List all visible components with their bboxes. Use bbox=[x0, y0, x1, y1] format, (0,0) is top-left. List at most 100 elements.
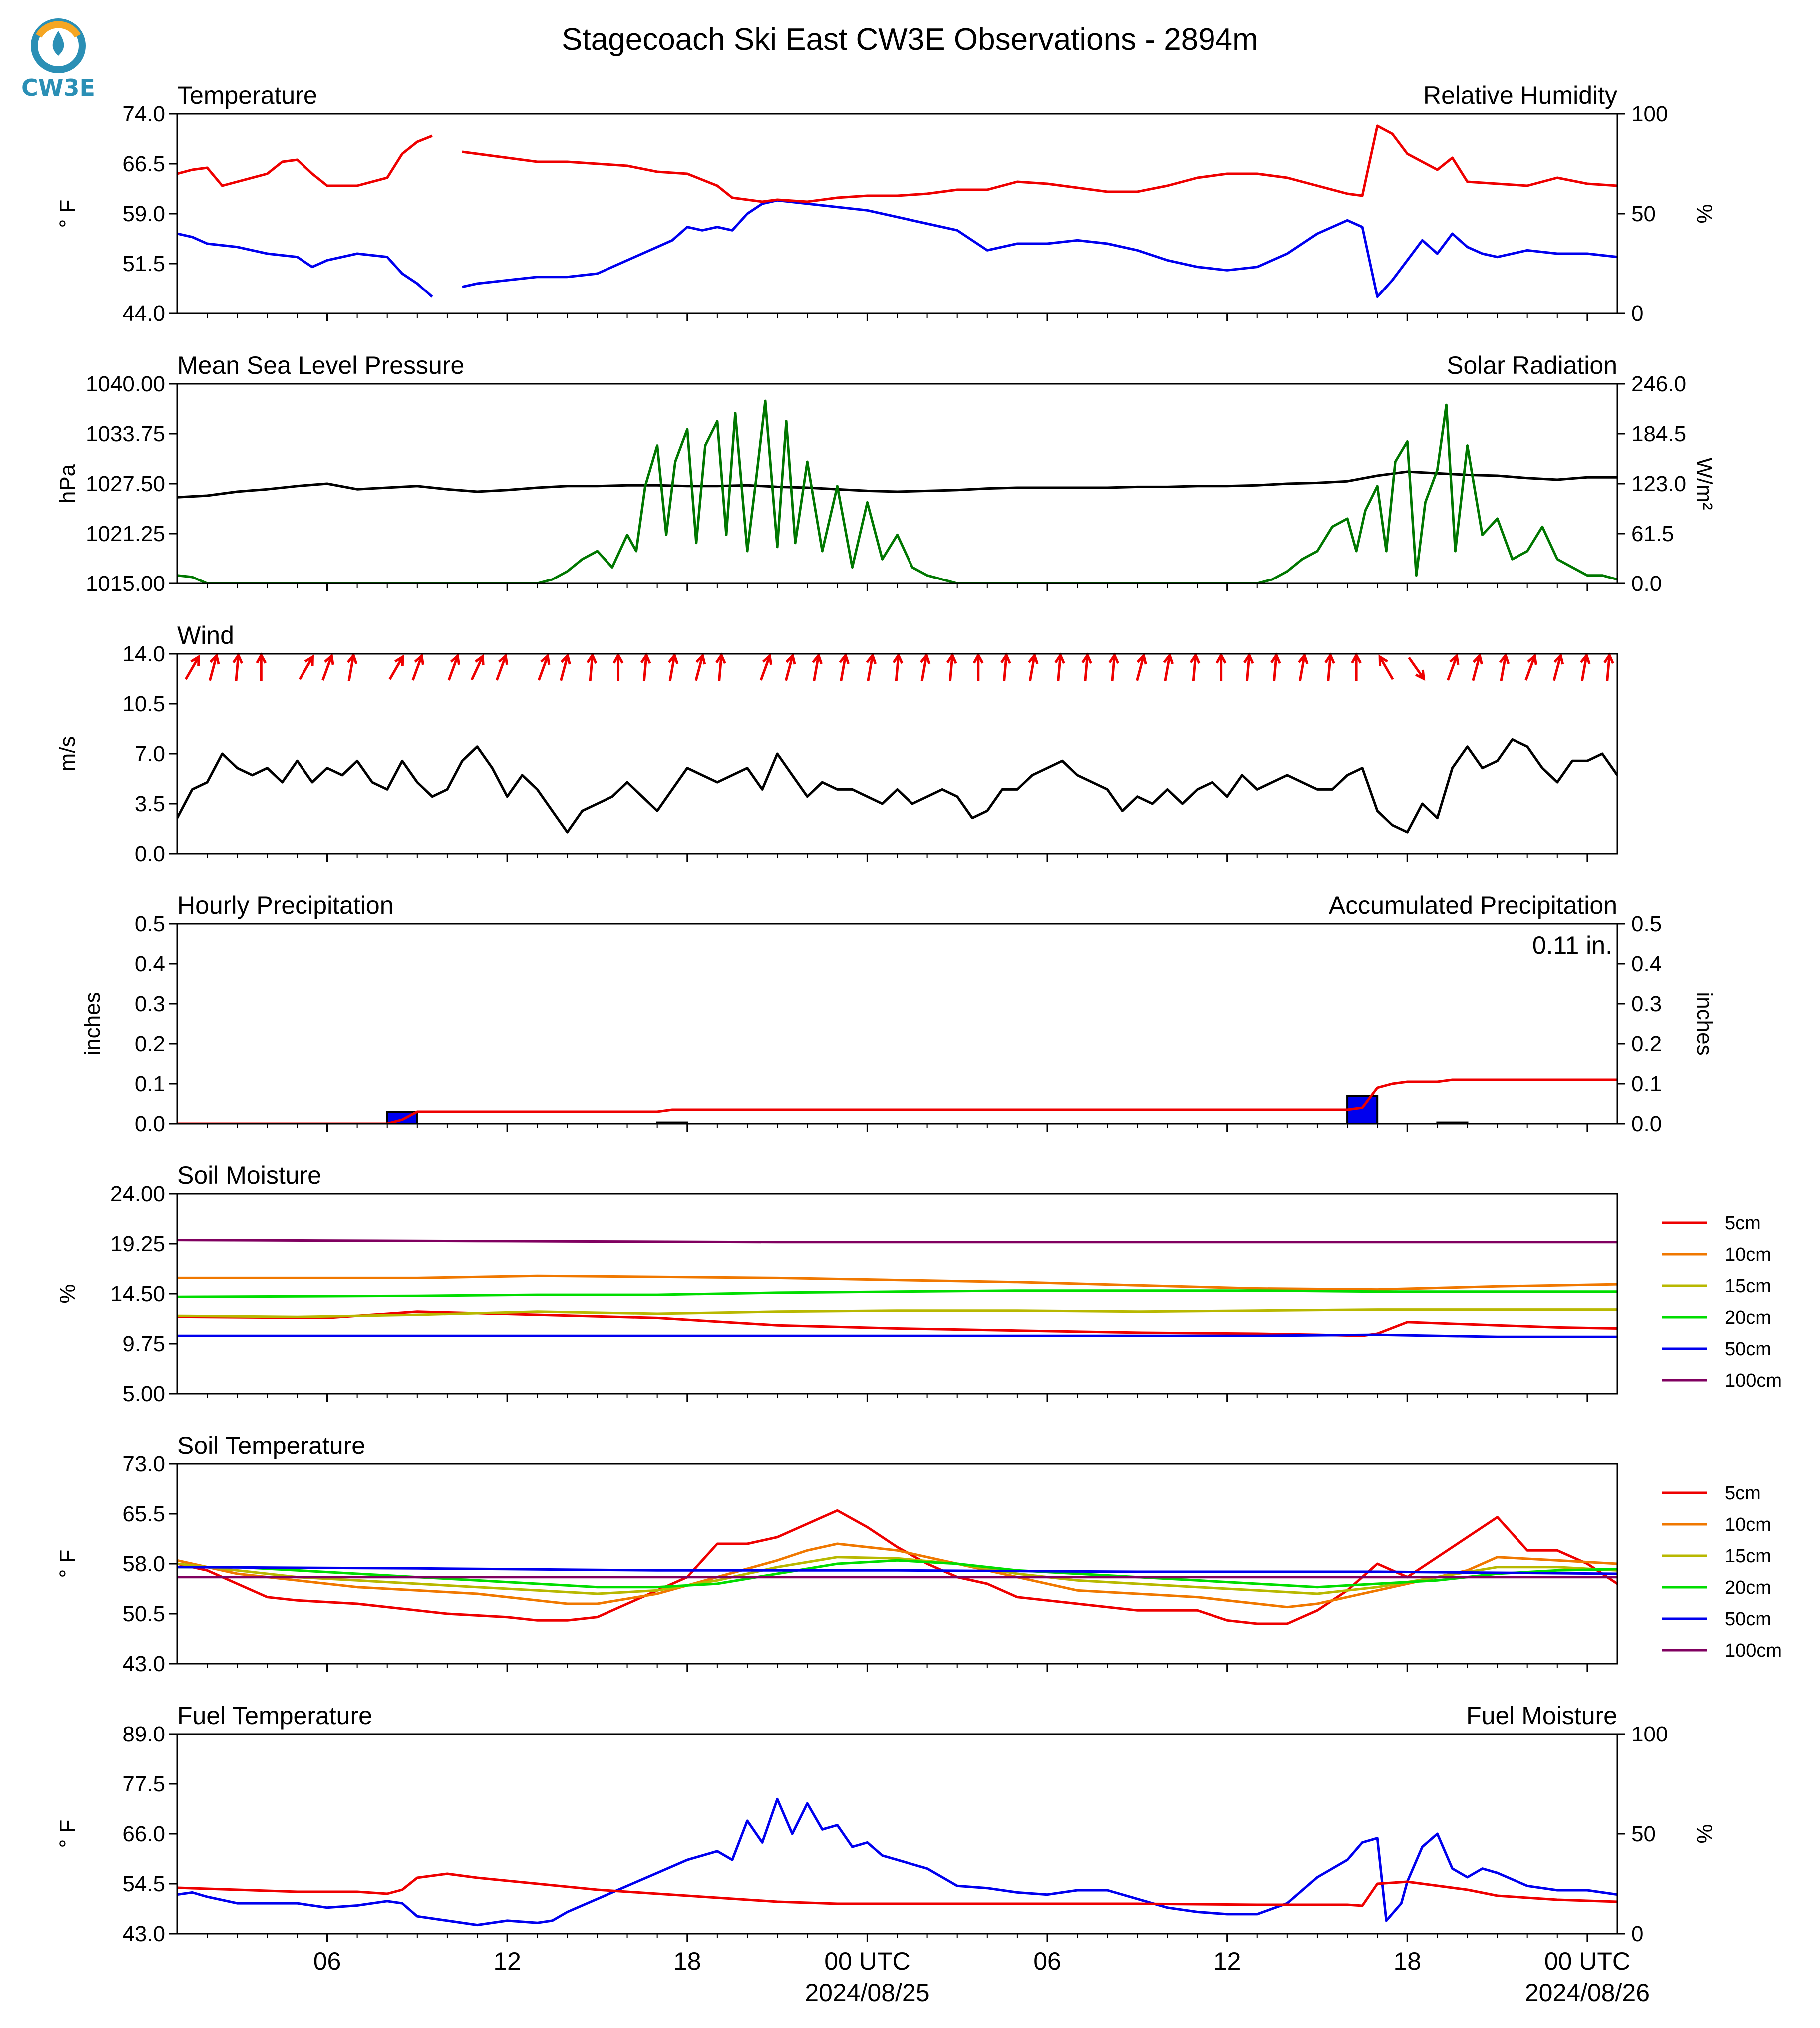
plot-area bbox=[177, 124, 1617, 298]
panel-frame bbox=[176, 113, 1618, 314]
wind-arrow-icon bbox=[1163, 652, 1174, 681]
wind-arrow-icon bbox=[612, 652, 624, 681]
wind-arrow-icon bbox=[1472, 653, 1483, 681]
y-tick-label: 14.50 bbox=[110, 1282, 165, 1306]
wind-arrow-icon bbox=[538, 653, 551, 681]
y-tick-label: 43.0 bbox=[122, 1922, 165, 1946]
y-tick-label: 0.0 bbox=[135, 1112, 165, 1136]
legend-label: 50cm bbox=[1725, 1609, 1771, 1630]
wind-arrow-icon bbox=[447, 653, 461, 681]
y2-tick-label: 50 bbox=[1631, 202, 1656, 226]
panel-frame bbox=[176, 1193, 1618, 1395]
series-line-3 bbox=[177, 1308, 1617, 1318]
panel-left-title: Soil Moisture bbox=[177, 1161, 321, 1189]
plot-area bbox=[177, 1509, 1617, 1625]
plot-area bbox=[177, 399, 1617, 583]
wind-arrow-icon bbox=[668, 652, 679, 681]
legend-label: 5cm bbox=[1725, 1213, 1761, 1234]
series-line-3 bbox=[177, 1556, 1617, 1595]
y-tick-label: 44.0 bbox=[122, 301, 165, 326]
panel-right-title: Accumulated Precipitation bbox=[1329, 891, 1617, 919]
y-tick-label: 1021.25 bbox=[86, 522, 165, 546]
wind-arrow-icon bbox=[1499, 652, 1510, 681]
panel-3: Wind 0.0 3.5 7.0 10.5 14.0 m/s bbox=[55, 621, 1618, 866]
wind-arrow-icon bbox=[1189, 652, 1201, 681]
panel-right-title: Relative Humidity bbox=[1423, 81, 1617, 109]
y2-tick-label: 0.0 bbox=[1631, 1112, 1662, 1136]
legend-label: 15cm bbox=[1725, 1546, 1771, 1567]
plot-area bbox=[177, 738, 1617, 834]
wind-arrow-icon bbox=[892, 652, 904, 681]
y-axis-label: hPa bbox=[55, 464, 80, 503]
series-line-4 bbox=[177, 1289, 1617, 1298]
legend: 5cm 10cm 15cm 20cm 50cm 100cm bbox=[1662, 1213, 1782, 1391]
wind-arrow-icon bbox=[866, 652, 877, 681]
y2-tick-label: 0.1 bbox=[1631, 1072, 1662, 1096]
y-tick-label: 51.5 bbox=[122, 252, 165, 276]
panel-frame bbox=[176, 383, 1618, 584]
wind-arrow-icon bbox=[1270, 652, 1281, 681]
wind-arrow-icon bbox=[946, 652, 957, 681]
y2-axis-label: % bbox=[1692, 204, 1717, 223]
y-tick-label: 74.0 bbox=[122, 102, 165, 126]
panel-left-title: Wind bbox=[177, 621, 234, 649]
series-line-1 bbox=[177, 1509, 1617, 1625]
y-tick-label: 1040.00 bbox=[86, 372, 165, 396]
panels: Temperature Relative Humidity 44.0 51.5 59.0… bbox=[55, 81, 1782, 1946]
panel-left-title: Hourly Precipitation bbox=[177, 891, 394, 919]
x-axis: 06 12 18 00 UTC 06 12 18 00 UTC 2024/08/25 2024/0… bbox=[313, 1947, 1650, 2007]
wind-arrow-icon bbox=[972, 652, 984, 681]
y2-tick-label: 0.5 bbox=[1631, 912, 1662, 936]
y2-tick-label: 0 bbox=[1631, 1922, 1643, 1946]
y2-tick-label: 0.0 bbox=[1631, 572, 1662, 596]
x-tick-label: 18 bbox=[1393, 1947, 1421, 1975]
cw3e-logo: CW3E bbox=[21, 18, 95, 101]
wind-arrow-icon bbox=[1378, 654, 1394, 680]
y-tick-label: 0.3 bbox=[135, 992, 165, 1016]
panel-frame bbox=[176, 923, 1618, 1125]
series-line-2 bbox=[177, 1872, 1617, 1907]
y2-tick-label: 61.5 bbox=[1631, 522, 1674, 546]
y2-tick-label: 0.3 bbox=[1631, 992, 1662, 1016]
legend-label: 5cm bbox=[1725, 1483, 1761, 1504]
series-line-2 bbox=[177, 399, 1617, 583]
y-tick-label: 24.00 bbox=[110, 1182, 165, 1206]
plot-area bbox=[177, 1239, 1617, 1338]
y-tick-label: 9.75 bbox=[122, 1332, 165, 1356]
panel-right-title: Solar Radiation bbox=[1447, 351, 1617, 379]
logo-sun-icon bbox=[35, 21, 81, 38]
wind-arrow-icon bbox=[784, 653, 796, 681]
x-tick-label: 12 bbox=[1213, 1947, 1241, 1975]
legend-label: 100cm bbox=[1725, 1370, 1782, 1391]
y2-axis-label: % bbox=[1692, 1824, 1717, 1843]
y-axis-label: m/s bbox=[55, 736, 80, 772]
wind-arrow-icon bbox=[299, 654, 314, 680]
wind-arrow-icon bbox=[1580, 652, 1591, 681]
y2-tick-label: 184.5 bbox=[1631, 422, 1686, 446]
y2-axis-label: W/m² bbox=[1692, 457, 1717, 510]
panel-5: Soil Moisture 5.00 9.75 14.50 19.25 24.00% 5cm… bbox=[55, 1161, 1782, 1406]
legend-label: 20cm bbox=[1725, 1577, 1771, 1598]
wind-arrow-icon bbox=[470, 654, 485, 681]
wind-arrow-icon bbox=[1108, 652, 1120, 681]
panel-left-title: Mean Sea Level Pressure bbox=[177, 351, 464, 379]
panel-left-title: Soil Temperature bbox=[177, 1432, 365, 1459]
wind-arrow-icon bbox=[1081, 652, 1092, 681]
legend-label: 10cm bbox=[1725, 1244, 1771, 1265]
series-line-1 bbox=[177, 470, 1617, 499]
panel-left-title: Fuel Temperature bbox=[177, 1702, 372, 1730]
panel-frame bbox=[176, 1463, 1618, 1665]
y-tick-label: 43.0 bbox=[122, 1652, 165, 1676]
wind-arrow-icon bbox=[812, 652, 823, 681]
series-line-2 bbox=[177, 1274, 1617, 1291]
logo-text: CW3E bbox=[21, 74, 95, 101]
y2-tick-label: 100 bbox=[1631, 102, 1668, 126]
y-axis-label: ° F bbox=[55, 1820, 80, 1848]
wind-arrow-icon bbox=[1447, 653, 1460, 681]
y2-tick-label: 0.4 bbox=[1631, 952, 1662, 976]
y-tick-label: 73.0 bbox=[122, 1452, 165, 1476]
figure-title: Stagecoach Ski East CW3E Observations - … bbox=[562, 22, 1258, 57]
x-tick-label: 12 bbox=[493, 1947, 521, 1975]
panel-frame bbox=[176, 1733, 1618, 1935]
panel-frame bbox=[176, 653, 1618, 855]
